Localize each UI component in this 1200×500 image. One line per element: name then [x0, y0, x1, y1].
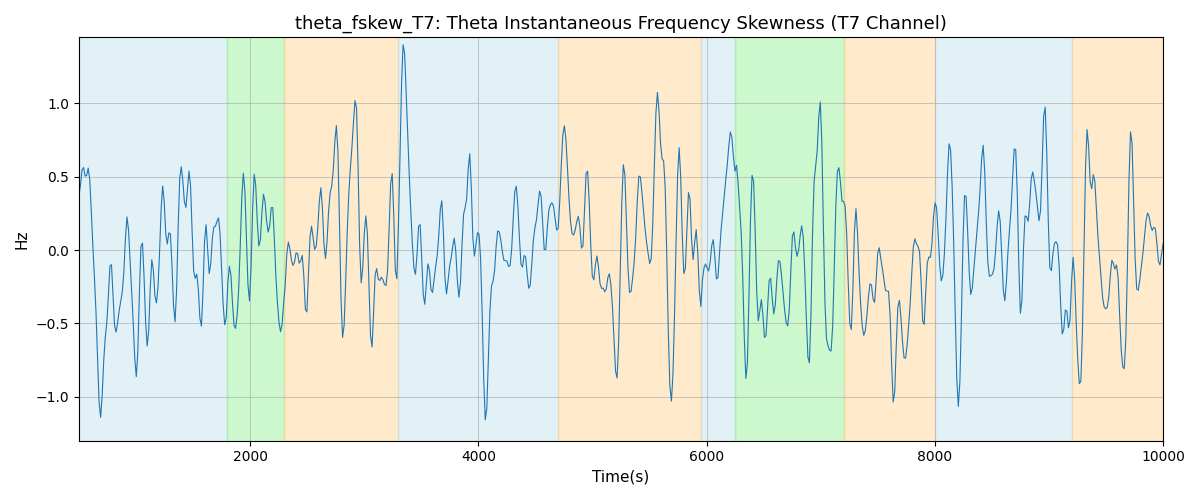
- Bar: [736, 38, 844, 440]
- Bar: [227, 38, 284, 440]
- Bar: [398, 38, 558, 440]
- Bar: [1072, 38, 1163, 440]
- Bar: [558, 38, 701, 440]
- Bar: [935, 38, 1072, 440]
- Bar: [844, 38, 935, 440]
- Y-axis label: Hz: Hz: [14, 230, 30, 249]
- Title: theta_fskew_T7: Theta Instantaneous Frequency Skewness (T7 Channel): theta_fskew_T7: Theta Instantaneous Freq…: [295, 15, 947, 34]
- X-axis label: Time(s): Time(s): [593, 470, 649, 485]
- Bar: [284, 38, 398, 440]
- Bar: [79, 38, 227, 440]
- Bar: [701, 38, 736, 440]
